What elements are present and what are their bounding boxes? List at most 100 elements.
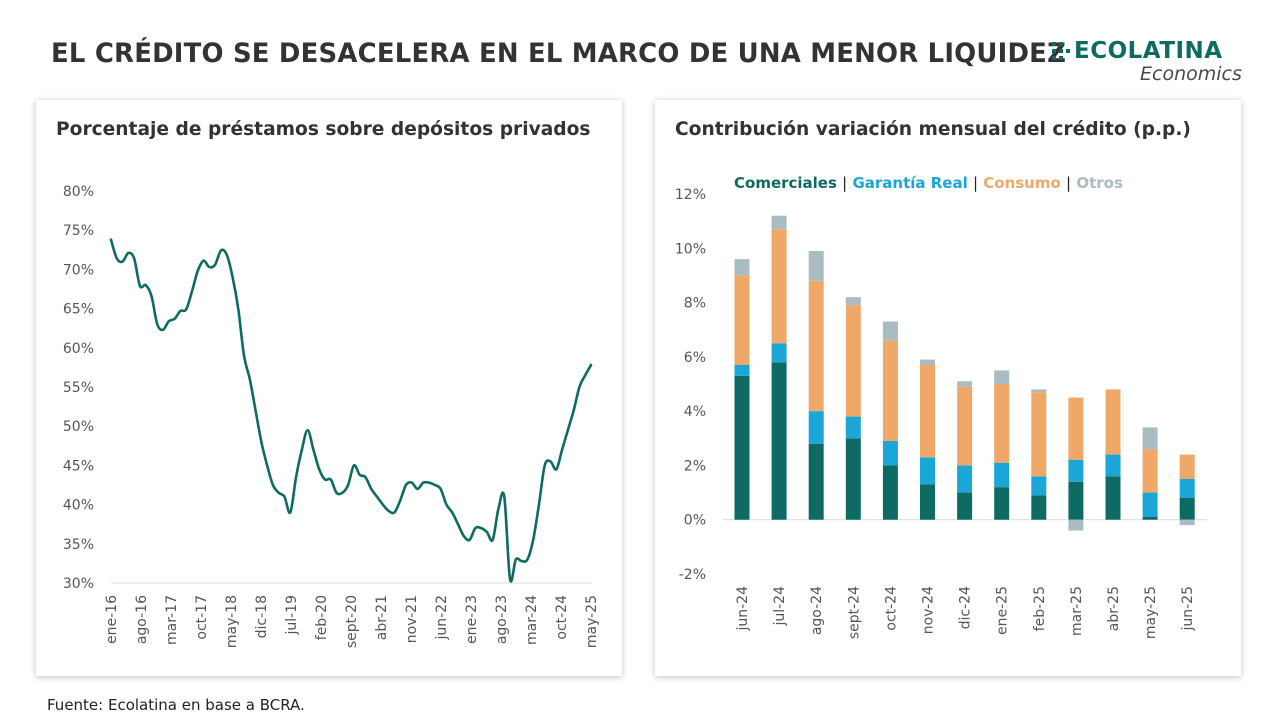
- y-tick-label: 35%: [63, 537, 94, 553]
- bar-segment-comerciales: [920, 484, 935, 520]
- bar-segment-comerciales: [845, 438, 861, 520]
- loans-deposits-line: [109, 238, 593, 583]
- legend-separator: |: [842, 174, 848, 192]
- bar-segment-garantia-real: [882, 441, 898, 466]
- bar-segment-consumo: [1068, 397, 1084, 460]
- right-chart-title: Contribución variación mensual del crédi…: [675, 118, 1191, 140]
- x-tick-label: ene-23: [464, 595, 480, 644]
- loans-deposits-line-chart: 30% 35% 40% 45% 50% 55% 60% 65% 70% 75% 80% ene-16 a…: [63, 184, 600, 648]
- bar-segment-consumo: [845, 305, 861, 417]
- x-tick-label: jun-24: [735, 586, 751, 632]
- y-tick-label: 75%: [63, 223, 94, 239]
- bar-segment-otros: [845, 297, 861, 306]
- x-tick-label: dic-24: [958, 586, 974, 629]
- loans-deposits-chart-panel: Porcentaje de préstamos sobre depósitos …: [36, 100, 622, 676]
- bar-segment-otros: [1031, 389, 1047, 393]
- bar-segment-otros: [920, 359, 935, 365]
- y-tick-label: 50%: [63, 419, 94, 435]
- logo-name: ECOLATINA: [1074, 38, 1223, 64]
- bar-segment-otros: [882, 321, 898, 341]
- bar-segment-garantia-real: [957, 465, 973, 493]
- bar-segment-garantia-real: [1179, 479, 1195, 498]
- x-tick-label: ene-25: [995, 586, 1011, 635]
- y-tick-label: 10%: [675, 241, 706, 257]
- y-tick-label: 80%: [63, 184, 94, 200]
- bar-segment-otros: [771, 215, 787, 230]
- bar-segment-garantia-real: [734, 365, 750, 376]
- x-tick-label: sept-20: [344, 595, 360, 648]
- bar-segment-garantia-real: [845, 416, 861, 439]
- y-tick-label: 4%: [684, 404, 706, 420]
- y-tick-label: -2%: [679, 567, 706, 583]
- x-tick-label: mar-17: [164, 595, 180, 645]
- bar-segment-comerciales: [1142, 517, 1158, 520]
- x-tick-label: nov-24: [921, 586, 937, 634]
- x-tick-label: oct-24: [554, 595, 570, 640]
- logo-subtitle: Economics: [1140, 63, 1242, 85]
- bar-segment-otros: [957, 381, 973, 387]
- bar-segment-garantia-real: [1031, 476, 1047, 496]
- bar-segment-otros: [734, 259, 750, 276]
- y-tick-label: 8%: [684, 296, 706, 312]
- bar-segment-consumo: [771, 229, 787, 344]
- bar-segment-comerciales: [882, 465, 898, 520]
- y-tick-label: 55%: [63, 380, 94, 396]
- x-tick-label: jun-25: [1180, 586, 1196, 632]
- bar-segment-comerciales: [994, 487, 1010, 520]
- x-tick-label: feb-20: [314, 595, 330, 640]
- left-chart-title: Porcentaje de préstamos sobre depósitos …: [56, 118, 591, 140]
- x-tick-label: nov-21: [404, 595, 420, 643]
- x-tick-label: sept-24: [846, 586, 862, 639]
- bar-segment-consumo: [994, 384, 1010, 463]
- bar-segment-consumo: [734, 275, 750, 365]
- bar-segment-comerciales: [1031, 495, 1047, 520]
- bar-segment-garantia-real: [1068, 460, 1084, 482]
- bar-segment-comerciales: [1179, 498, 1195, 520]
- legend-separator: |: [972, 174, 979, 192]
- bar-segment-consumo: [1179, 454, 1195, 479]
- bar-segment-consumo: [957, 386, 973, 466]
- x-tick-label: may-25: [584, 595, 600, 648]
- credit-contribution-bar-chart: -2% 0% 2% 4% 6% 8% 10% 12% jun-24 jul-24 ago-24 sep…: [675, 187, 1207, 639]
- page-title: EL CRÉDITO SE DESACELERA EN EL MARCO DE …: [51, 38, 1067, 69]
- bar-segment-garantia-real: [1142, 492, 1158, 517]
- legend-otros: Otros: [1076, 174, 1123, 192]
- x-tick-label: ago-16: [134, 595, 150, 644]
- bar-segment-comerciales: [1105, 476, 1121, 520]
- y-tick-label: 2%: [684, 458, 706, 474]
- bar-segment-comerciales: [734, 375, 750, 520]
- credit-contribution-chart-panel: Contribución variación mensual del crédi…: [655, 100, 1241, 676]
- ecolatina-logo: ECOLATINA Economics: [1052, 38, 1242, 86]
- legend-separator: |: [1066, 174, 1072, 192]
- y-tick-label: 45%: [63, 458, 94, 474]
- bar-segment-comerciales: [957, 492, 973, 520]
- bar-segment-otros: [1142, 427, 1158, 450]
- y-tick-label: 60%: [63, 341, 94, 357]
- x-tick-label: jul-19: [284, 595, 300, 636]
- bar-segment-consumo: [1105, 389, 1121, 455]
- legend-consumo: Consumo: [983, 174, 1061, 192]
- bar-segment-otros: [1068, 519, 1084, 531]
- y-tick-label: 0%: [684, 513, 706, 529]
- x-tick-label: oct-17: [194, 595, 210, 640]
- bar-segment-comerciales: [771, 362, 787, 520]
- x-tick-label: oct-24: [883, 586, 899, 631]
- bar-segment-consumo: [1142, 449, 1158, 493]
- y-tick-label: 12%: [675, 187, 706, 203]
- y-tick-label: 6%: [684, 350, 706, 366]
- bar-segment-consumo: [1031, 392, 1047, 477]
- x-tick-label: ago-24: [809, 586, 825, 635]
- x-tick-label: mar-24: [524, 595, 540, 645]
- bar-segment-consumo: [920, 365, 935, 458]
- chart-legend: Comerciales | Garantía Real | Consumo | …: [734, 174, 1123, 192]
- y-tick-label: 70%: [63, 262, 94, 278]
- y-tick-label: 65%: [63, 302, 94, 318]
- source-note: Fuente: Ecolatina en base a BCRA.: [47, 696, 305, 714]
- bar-segment-otros: [1179, 519, 1195, 526]
- bar-segment-comerciales: [1068, 481, 1084, 520]
- x-tick-label: ene-16: [104, 595, 120, 644]
- bar-segment-garantia-real: [994, 462, 1010, 488]
- bar-segment-otros: [808, 251, 824, 281]
- bar-segment-comerciales: [808, 443, 824, 520]
- x-tick-label: jul-24: [772, 586, 788, 627]
